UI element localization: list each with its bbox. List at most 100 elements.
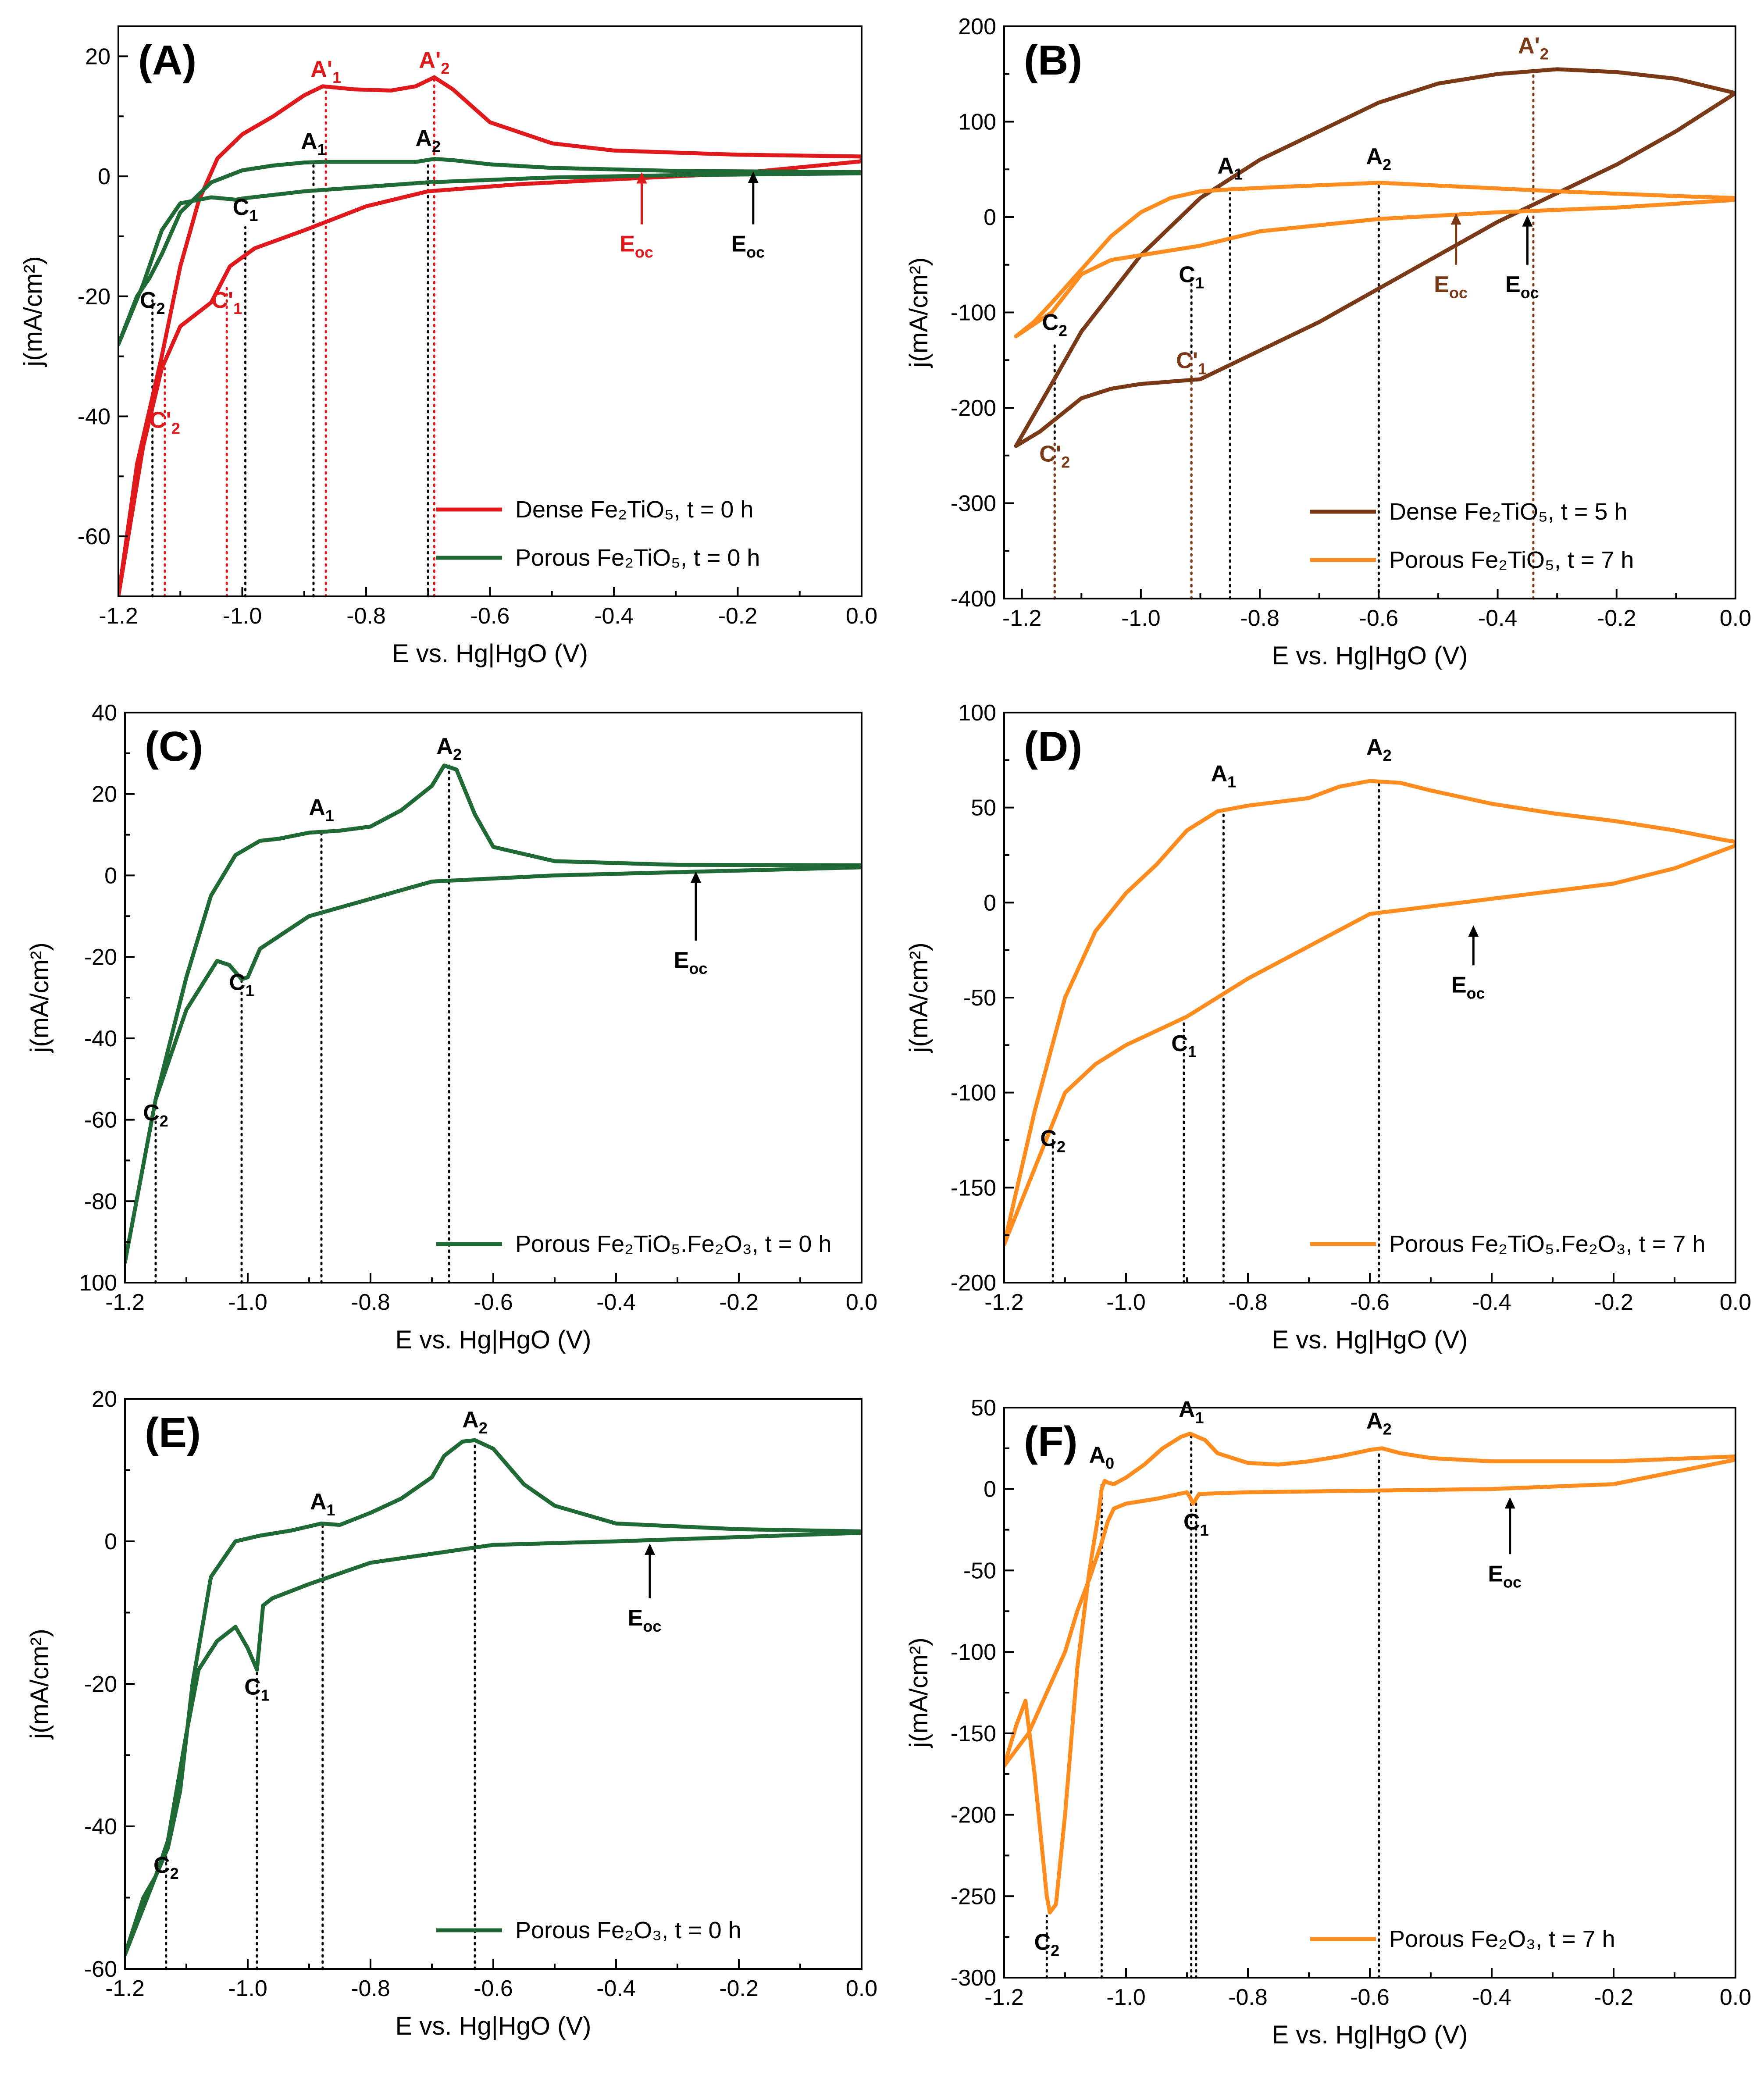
x-tick-label: -1.2 <box>105 1290 145 1315</box>
y-axis-label: j(mA/cm²) <box>905 942 933 1053</box>
peak-letter: A <box>1089 1443 1106 1468</box>
series-curve-0 <box>118 75 862 596</box>
legend-entry: Porous Fe₂TiO₅.Fe₂O₃, t = 0 h <box>515 1231 831 1257</box>
eoc-subscript: oc <box>689 959 707 977</box>
y-tick-label: 20 <box>92 1387 117 1412</box>
peak-subscript: 1 <box>261 1686 270 1704</box>
peak-letter: A <box>301 128 317 154</box>
x-tick-label: -0.2 <box>1594 1290 1633 1315</box>
peak-letter: A <box>1366 734 1383 760</box>
peak-label-a1: A1 <box>1218 153 1243 183</box>
y-tick-label: 0 <box>104 1529 117 1554</box>
x-tick-label: -0.8 <box>1228 1290 1268 1315</box>
y-tick-label: -300 <box>951 491 996 517</box>
x-tick-label: -0.2 <box>719 1290 759 1315</box>
peak-label-a1: A1 <box>309 795 334 824</box>
eoc-subscript: oc <box>1467 984 1485 1002</box>
eoc-label: Eoc <box>1488 1561 1522 1591</box>
peak-subscript: 0 <box>1105 1455 1114 1472</box>
y-tick-label: -300 <box>951 1965 996 1991</box>
peak-label-a2: A2 <box>462 1407 488 1437</box>
peak-subscript: 2 <box>1540 45 1549 63</box>
x-tick-label: -0.8 <box>351 1976 390 2001</box>
panel-label: (C) <box>145 723 203 770</box>
y-tick-label: -60 <box>84 1957 117 1982</box>
x-tick-label: 0.0 <box>1720 606 1751 631</box>
x-tick-label: -1.0 <box>228 1976 267 2001</box>
y-tick-label: -60 <box>78 524 110 549</box>
eoc-arrow-head <box>748 171 759 183</box>
y-tick-label: -100 <box>951 1080 996 1106</box>
peak-letter: C' <box>211 288 233 313</box>
peak-letter: A <box>309 795 325 820</box>
peak-subscript: 2 <box>453 745 462 763</box>
peak-letter: A <box>436 734 453 759</box>
peak-letter: C' <box>1039 442 1061 467</box>
peak-letter: C <box>153 1853 170 1878</box>
chart-panel-f: -1.2 -1.0 -0.8 -0.6 -0.4 -0.2 0.0 -300 -250 -200 -… <box>905 1395 1751 2049</box>
series-curve-0 <box>1004 1431 1735 1914</box>
peak-letter: A <box>462 1407 479 1433</box>
peak-label-a2: A2 <box>1366 1408 1392 1438</box>
peak-label-c2: C2 <box>153 1853 179 1882</box>
eoc-label: Eoc <box>1451 972 1485 1002</box>
eoc-label: Eoc <box>620 232 653 261</box>
y-tick-label: 100 <box>79 1270 117 1296</box>
peak-label-c1: C1 <box>244 1675 270 1704</box>
y-tick-label: 0 <box>98 164 110 189</box>
eoc-arrow-head <box>1522 215 1533 227</box>
y-tick-label: -200 <box>951 396 996 421</box>
x-tick-label: -0.6 <box>1350 1290 1390 1315</box>
peak-letter: C <box>1171 1031 1188 1056</box>
peak-label-a1: A1 <box>1211 761 1237 791</box>
x-tick-label: -0.8 <box>1228 1985 1268 2010</box>
peak-subscript: 1 <box>1188 1043 1197 1061</box>
y-tick-label: 0 <box>984 1477 996 1502</box>
eoc-letter: E <box>1434 272 1449 297</box>
peak-subscript: 2 <box>1383 746 1392 764</box>
y-tick-label: 100 <box>958 700 996 726</box>
peak-label-c1: C1 <box>1183 1509 1209 1539</box>
peak-letter: C <box>1183 1509 1200 1535</box>
y-tick-label: -200 <box>951 1803 996 1828</box>
x-tick-label: -0.6 <box>474 1290 513 1315</box>
peak-letter: C' <box>1176 348 1198 373</box>
peak-subscript: 1 <box>246 982 254 1000</box>
x-tick-label: 0.0 <box>846 1976 877 2001</box>
x-tick-label: -0.2 <box>1597 606 1636 631</box>
eoc-arrow-head <box>636 172 647 184</box>
chart-panel-d: -1.2 -1.0 -0.8 -0.6 -0.4 -0.2 0.0 -200 -150 -100 -… <box>905 700 1751 1354</box>
y-tick-label: -50 <box>963 985 996 1011</box>
eoc-letter: E <box>628 1605 643 1631</box>
y-tick-label: 40 <box>92 700 117 726</box>
peak-subscript: 2 <box>1383 1420 1392 1438</box>
eoc-subscript: oc <box>746 243 765 261</box>
y-tick-label: -40 <box>78 404 110 429</box>
peak-letter: A <box>1211 761 1228 787</box>
eoc-letter: E <box>731 232 746 257</box>
peak-letter: A' <box>310 57 332 82</box>
chart-panel-c: -1.2 -1.0 -0.8 -0.6 -0.4 -0.2 0.0 100 -80 -60 -40 -… <box>25 700 877 1354</box>
eoc-subscript: oc <box>635 243 653 261</box>
peak-subscript: 2 <box>479 1419 488 1437</box>
peak-label-c1: C1 <box>229 970 254 1000</box>
eoc-letter: E <box>674 948 689 973</box>
peak-letter: A <box>1179 1397 1195 1422</box>
panel-label: (E) <box>145 1409 201 1456</box>
x-tick-label: 0.0 <box>1720 1290 1751 1315</box>
y-axis-label: j(mA/cm²) <box>25 1629 54 1740</box>
peak-subscript: 2 <box>170 1865 179 1882</box>
x-axis-label: E vs. Hg|HgO (V) <box>1272 642 1468 670</box>
x-tick-label: -1.2 <box>99 603 138 629</box>
peak-subscript: 1 <box>233 299 242 317</box>
peak-subscript: 1 <box>1234 165 1243 183</box>
y-tick-label: -150 <box>951 1721 996 1747</box>
peak-label-a1: A1 <box>301 128 326 158</box>
series-curve-0 <box>1004 779 1735 1247</box>
chart-panel-a: -1.2 -1.0 -0.8 -0.6 -0.4 -0.2 0.0 -60 -40 -20 0 20 E… <box>19 25 877 668</box>
eoc-label: Eoc <box>1434 272 1468 302</box>
peak-subscript: 1 <box>317 140 326 158</box>
peak-letter: A <box>1218 153 1234 179</box>
x-tick-label: -1.2 <box>105 1976 145 2001</box>
peak-letter: A <box>310 1489 327 1515</box>
